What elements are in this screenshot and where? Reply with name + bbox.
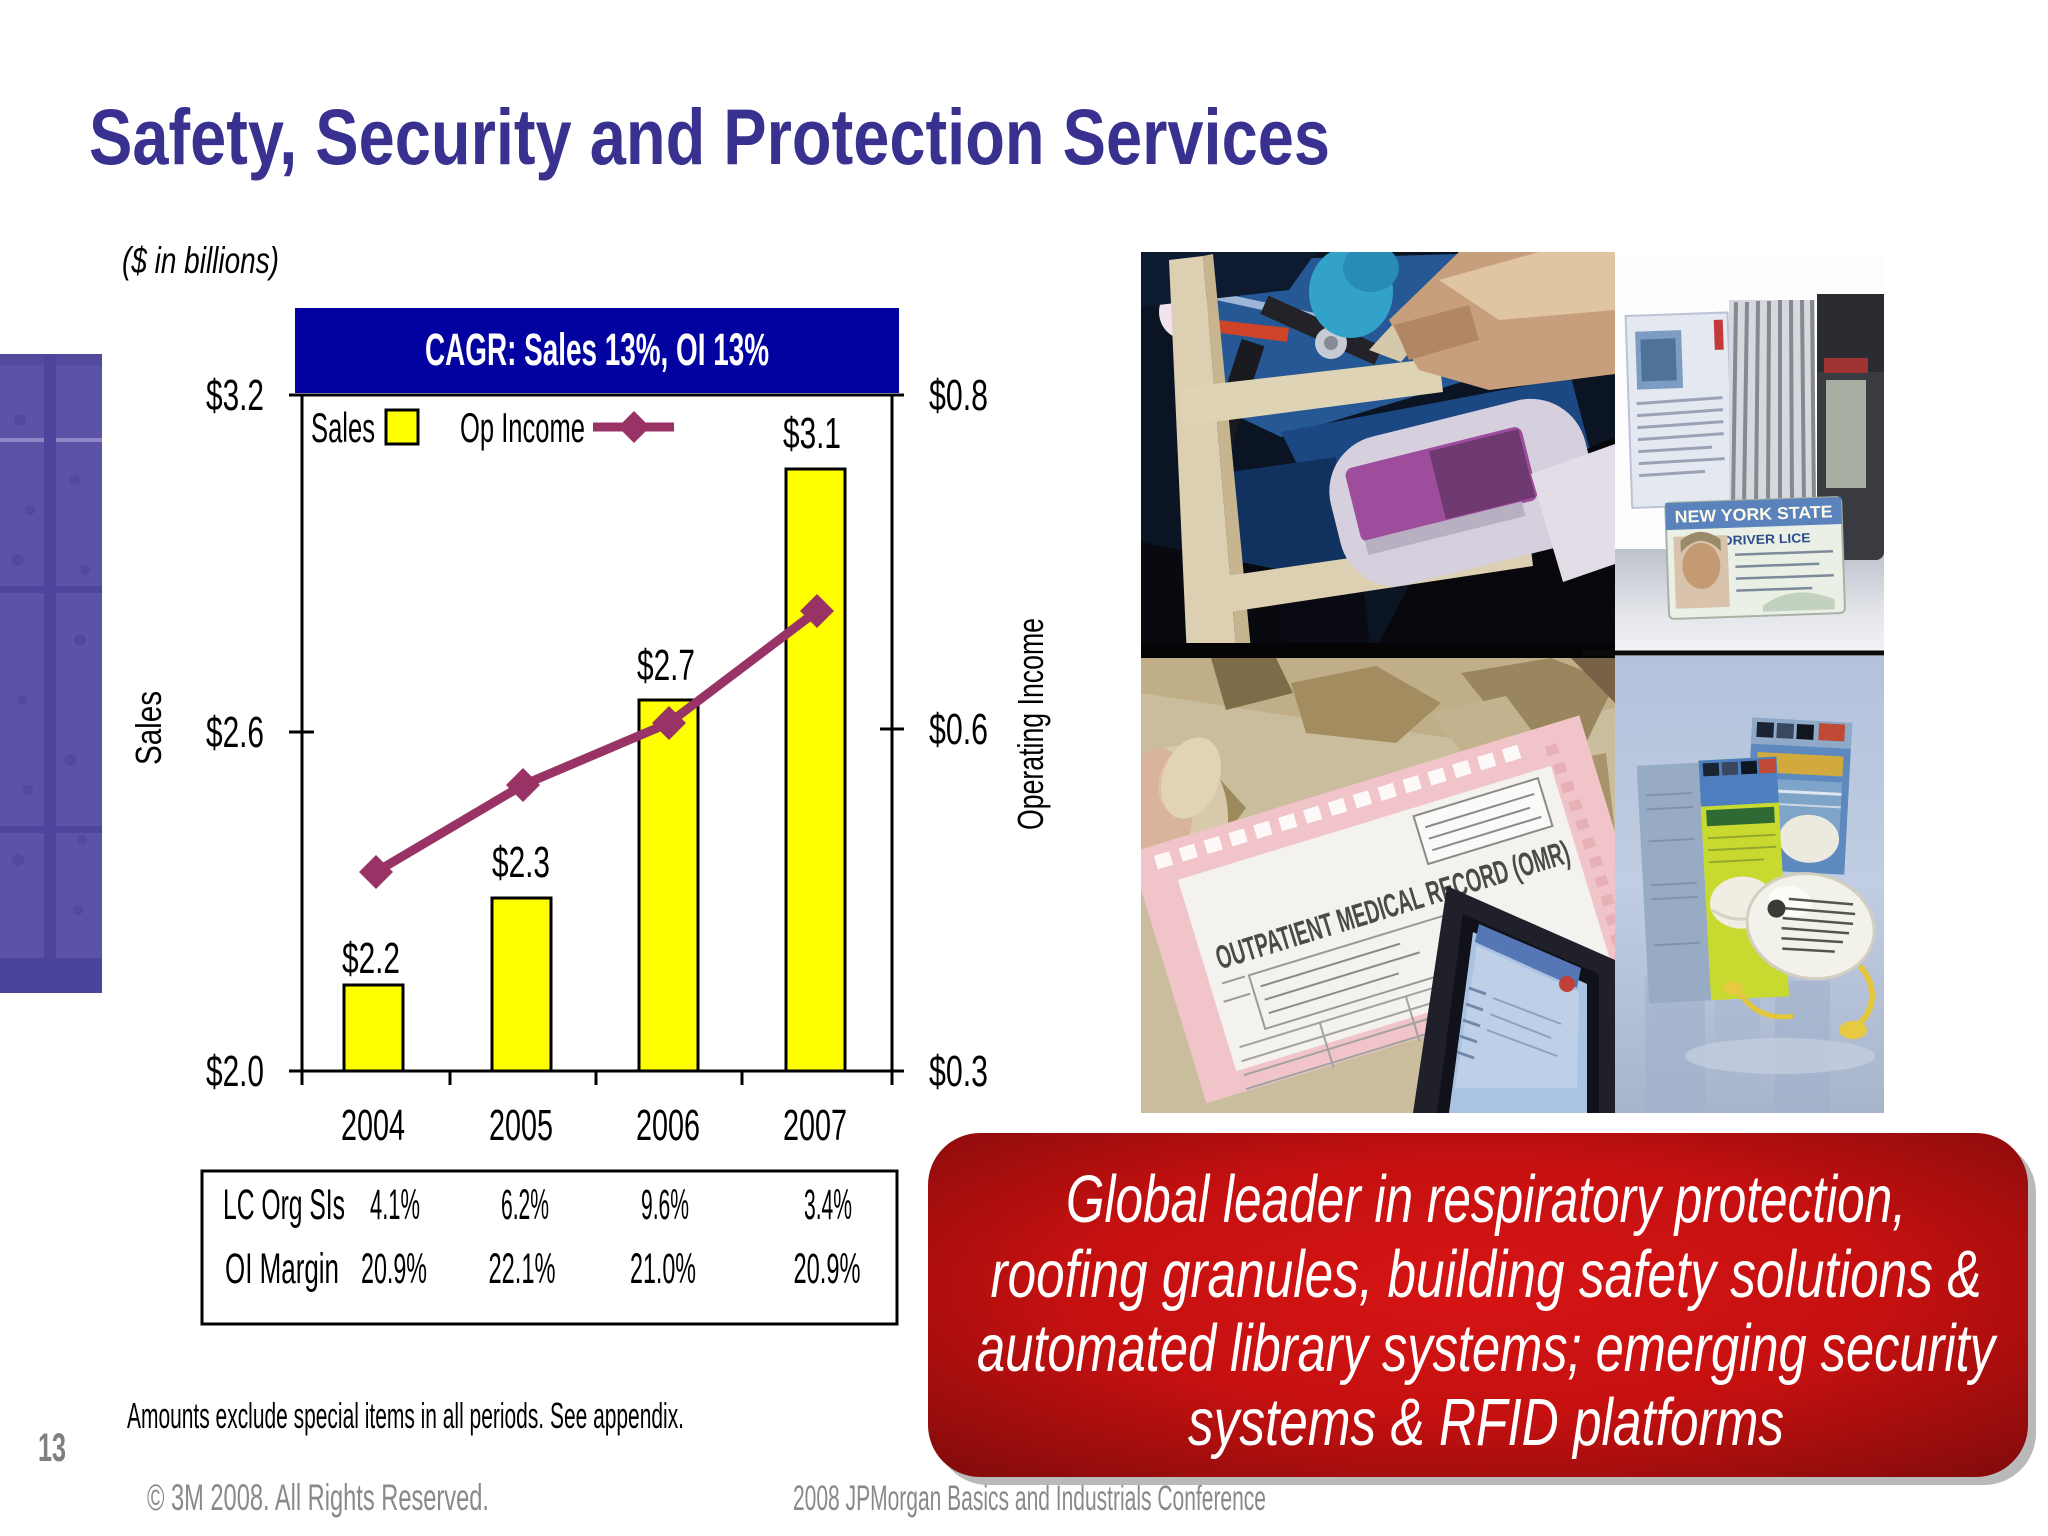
- svg-text:$3.1: $3.1: [783, 409, 841, 458]
- svg-text:2006: 2006: [636, 1101, 700, 1150]
- svg-text:2007: 2007: [783, 1101, 847, 1150]
- svg-text:21.0%: 21.0%: [630, 1245, 696, 1293]
- svg-text:6.2%: 6.2%: [501, 1181, 549, 1229]
- svg-text:$0.6: $0.6: [929, 705, 988, 754]
- svg-text:$2.7: $2.7: [637, 641, 695, 690]
- svg-text:OI Margin: OI Margin: [225, 1245, 339, 1293]
- svg-text:DRIVER LICE: DRIVER LICE: [1722, 530, 1811, 548]
- svg-text:($ in billions): ($ in billions): [122, 240, 279, 281]
- svg-text:20.9%: 20.9%: [361, 1245, 427, 1293]
- svg-text:$2.2: $2.2: [342, 934, 400, 983]
- svg-text:© 3M 2008. All Rights Reserve: © 3M 2008. All Rights Reserved.: [147, 1477, 489, 1518]
- svg-text:automated library systems; eme: automated library systems; emerging secu…: [977, 1311, 1998, 1386]
- svg-text:$3.2: $3.2: [206, 371, 264, 420]
- svg-text:Safety, Security and Protectio: Safety, Security and Protection Services: [89, 92, 1330, 181]
- svg-text:$2.3: $2.3: [492, 838, 550, 887]
- svg-text:2008 JPMorgan Basics and Indus: 2008 JPMorgan Basics and Industrials Con…: [793, 1479, 1266, 1518]
- svg-text:Global leader in respiratory p: Global leader in respiratory protection,: [1066, 1162, 1906, 1237]
- svg-text:$0.8: $0.8: [929, 371, 988, 420]
- svg-text:Amounts exclude special items: Amounts exclude special items in all per…: [127, 1395, 684, 1436]
- svg-text:Op Income: Op Income: [460, 404, 585, 451]
- svg-text:Sales: Sales: [128, 691, 169, 765]
- svg-text:$2.0: $2.0: [206, 1047, 264, 1096]
- svg-text:2004: 2004: [341, 1101, 405, 1150]
- svg-text:LC Org SIs: LC Org SIs: [223, 1181, 345, 1229]
- svg-text:roofing granules, building saf: roofing granules, building safety soluti…: [991, 1237, 1982, 1312]
- svg-text:Sales: Sales: [311, 404, 375, 451]
- svg-text:2005: 2005: [489, 1101, 553, 1150]
- svg-text:20.9%: 20.9%: [794, 1245, 861, 1293]
- svg-text:Operating Income: Operating Income: [1010, 618, 1051, 830]
- svg-text:CAGR: Sales 13%, OI 13%: CAGR: Sales 13%, OI 13%: [425, 324, 769, 375]
- svg-text:$2.6: $2.6: [206, 708, 264, 757]
- svg-text:systems & RFID platforms: systems & RFID platforms: [1188, 1385, 1784, 1460]
- svg-text:4.1%: 4.1%: [370, 1181, 420, 1229]
- svg-text:9.6%: 9.6%: [641, 1181, 689, 1229]
- svg-text:3.4%: 3.4%: [804, 1181, 852, 1229]
- svg-text:22.1%: 22.1%: [489, 1245, 556, 1293]
- svg-text:13: 13: [38, 1426, 66, 1470]
- svg-text:$0.3: $0.3: [929, 1047, 988, 1096]
